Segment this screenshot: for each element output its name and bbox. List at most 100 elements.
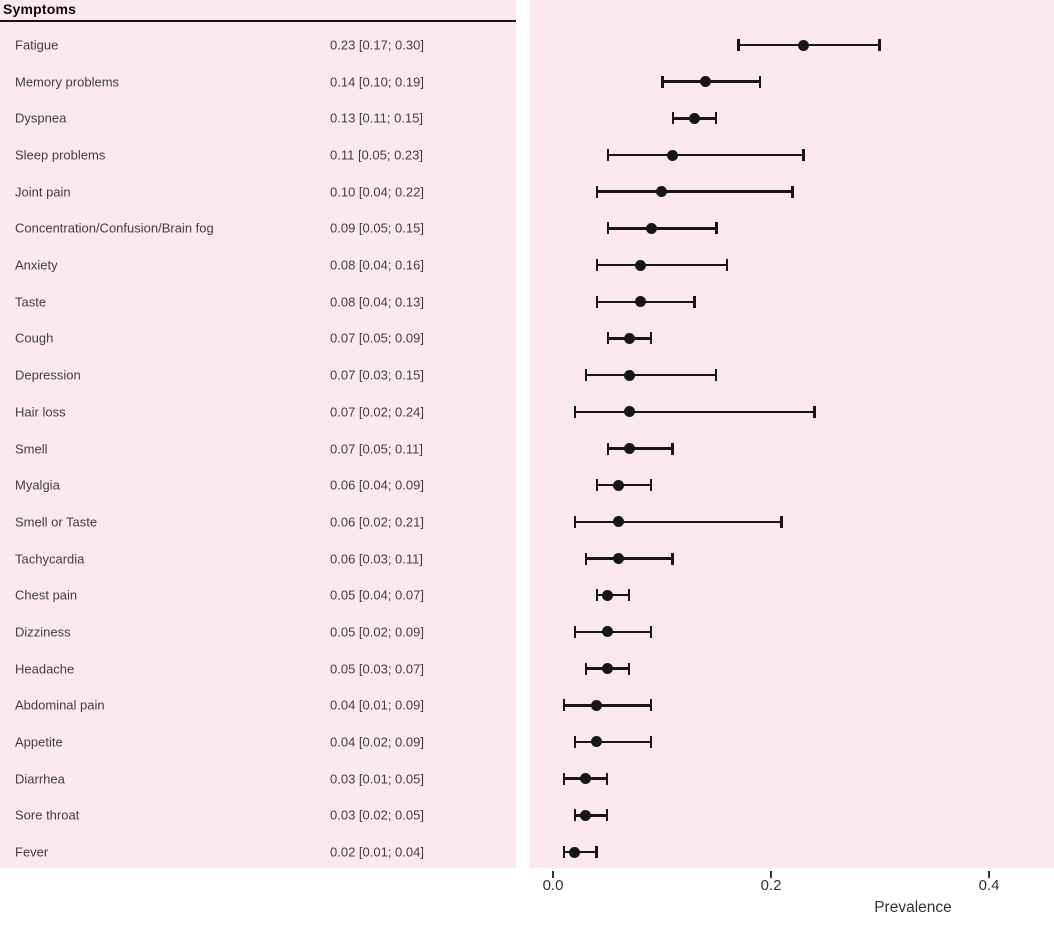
ci-line [574,520,782,524]
ci-line [574,814,608,817]
point-estimate-marker [623,332,635,344]
header-rule [0,20,516,23]
ci-cap-right [791,185,794,198]
ci-cap-right [627,662,631,675]
point-estimate-marker [700,76,712,88]
symptom-label: Hair loss [15,404,66,420]
x-axis-title: Prevalence [874,899,952,916]
ci-line [563,704,652,707]
symptom-label: Cough [15,330,54,346]
symptom-label: Fever [15,844,49,860]
point-estimate-marker [591,736,603,748]
ci-cap-left [606,332,609,345]
ci-cap-right [758,75,762,88]
ci-cap-left [595,259,599,272]
ci-cap-right [878,39,881,51]
estimate-ci-value: 0.03 [0.01; 0.05] [330,771,424,787]
point-estimate-marker [667,149,679,161]
ci-line [607,153,804,157]
ci-line [563,850,597,854]
ci-cap-right [714,369,718,382]
point-estimate-marker [623,406,635,418]
estimate-ci-value: 0.07 [0.02; 0.24] [330,404,424,420]
estimate-ci-value: 0.09 [0.05; 0.15] [330,220,424,236]
point-estimate-marker [656,186,668,198]
point-estimate-marker [601,663,613,675]
estimate-ci-value: 0.05 [0.02; 0.09] [330,624,424,640]
point-estimate-marker [623,369,635,381]
symptom-label: Abdominal pain [15,697,105,713]
symptom-label: Tachycardia [15,551,85,567]
ci-cap-left [671,112,675,125]
ci-cap-left [573,735,577,748]
estimate-ci-value: 0.14 [0.10; 0.19] [330,74,424,90]
symptom-label: Fatigue [15,37,59,53]
ci-cap-right [725,259,729,272]
ci-cap-left [562,846,566,858]
estimate-ci-value: 0.11 [0.05; 0.23] [330,147,423,163]
estimate-ci-value: 0.08 [0.04; 0.16] [330,257,424,273]
ci-cap-left [661,75,664,88]
ci-line [738,43,880,47]
point-estimate-marker [601,589,613,601]
ci-cap-left [562,699,566,712]
symptoms-table-panel: Symptoms Fatigue 0.23 [0.17; 0.30] Memory … [0,0,516,868]
ci-cap-left [606,149,609,162]
symptom-label: Smell or Taste [15,514,98,530]
ci-cap-right [671,552,674,565]
ci-cap-left [584,662,588,675]
point-estimate-marker [591,699,603,711]
estimate-ci-value: 0.02 [0.01; 0.04] [330,844,424,860]
estimate-ci-value: 0.07 [0.03; 0.15] [330,367,424,383]
point-estimate-marker [612,553,624,565]
point-estimate-marker [634,296,646,308]
ci-cap-right [605,809,609,822]
symptom-label: Memory problems [15,74,120,90]
ci-line [596,263,728,267]
ci-cap-left [606,442,609,455]
ci-line [574,410,815,414]
estimate-ci-value: 0.06 [0.02; 0.21] [330,514,424,530]
ci-cap-left [737,39,740,51]
ci-cap-left [573,625,577,638]
ci-cap-right [649,699,653,712]
ci-cap-right [649,332,653,345]
point-estimate-marker [580,809,592,821]
point-estimate-marker [689,112,701,124]
ci-cap-right [714,112,718,125]
point-estimate-marker [601,626,613,638]
ci-cap-right [802,149,805,162]
ci-cap-left [584,552,588,565]
ci-cap-right [649,735,653,748]
ci-cap-right [627,589,631,602]
ci-line [574,740,652,744]
point-estimate-marker [623,443,635,454]
axis-tick-label: 0.4 [978,877,1000,894]
axis-tick [770,871,772,878]
point-estimate-marker [612,479,624,491]
symptom-label: Chest pain [15,587,78,603]
symptom-label: Appetite [15,734,63,750]
symptom-label: Sleep problems [15,147,106,163]
estimate-ci-value: 0.06 [0.04; 0.09] [330,477,424,493]
symptom-label: Depression [15,367,81,383]
estimate-ci-value: 0.04 [0.01; 0.09] [330,697,424,713]
ci-cap-left [573,809,577,822]
estimate-ci-value: 0.05 [0.03; 0.07] [330,661,424,677]
estimate-ci-value: 0.03 [0.02; 0.05] [330,807,424,823]
estimate-ci-value: 0.10 [0.04; 0.22] [330,184,424,200]
column-header-symptoms: Symptoms [3,1,77,17]
ci-cap-left [595,185,599,198]
ci-cap-left [595,589,599,602]
axis-tick-label: 0.2 [760,877,782,894]
estimate-ci-value: 0.13 [0.11; 0.15] [330,110,423,126]
ci-cap-right [649,479,653,492]
axis-tick [552,871,554,878]
symptom-label: Smell [15,441,48,456]
ci-cap-right [693,295,696,308]
ci-line [596,190,793,193]
estimate-ci-value: 0.07 [0.05; 0.11] [330,441,423,456]
symptom-label: Taste [15,294,47,310]
ci-cap-right [595,846,598,858]
